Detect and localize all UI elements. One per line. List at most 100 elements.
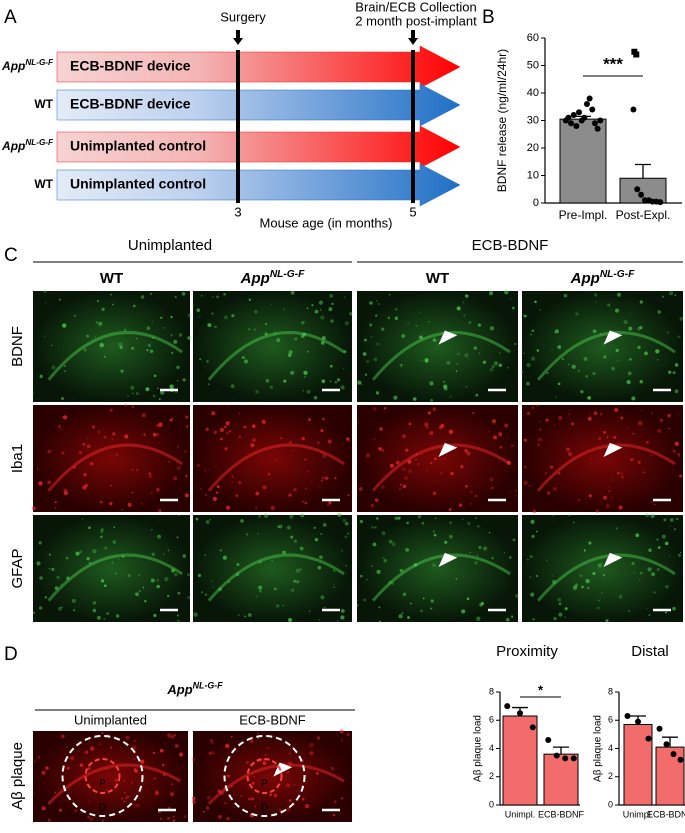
speckle: [293, 579, 297, 583]
speckle: [134, 740, 136, 742]
speckle: [644, 513, 650, 518]
speckle: [146, 349, 149, 352]
tissue-arc: [47, 553, 183, 602]
speckle: [329, 380, 332, 383]
y-tick-label: 0: [533, 197, 539, 209]
speckle: [132, 392, 134, 394]
speckle: [446, 360, 451, 365]
speckle: [73, 466, 76, 469]
speckle: [126, 795, 130, 799]
speckle: [334, 800, 337, 804]
speckle: [592, 572, 596, 576]
x-tick-label: Post-Expl.: [616, 208, 671, 222]
speckle: [293, 487, 297, 492]
speckle: [374, 498, 379, 503]
speckle: [676, 517, 679, 521]
genotype: WT: [34, 177, 53, 191]
speckle: [103, 617, 106, 621]
speckle: [226, 432, 229, 435]
speckle: [339, 729, 344, 734]
speckle: [257, 532, 259, 535]
speckle: [478, 546, 482, 549]
chart-title: Proximity: [496, 643, 558, 660]
speckle: [61, 397, 65, 401]
speckle: [215, 465, 217, 467]
speckle: [156, 424, 160, 428]
speckle: [398, 488, 402, 491]
speckle: [539, 428, 542, 431]
speckle: [270, 505, 275, 511]
speckle: [33, 760, 36, 763]
micrograph: [522, 404, 683, 514]
speckle: [158, 509, 162, 513]
speckle: [173, 572, 178, 577]
speckle: [614, 408, 619, 412]
speckle: [313, 396, 318, 400]
speckle: [174, 744, 179, 748]
speckle: [210, 751, 215, 756]
speckle: [87, 815, 90, 819]
speckle: [179, 752, 184, 757]
speckle: [290, 588, 295, 592]
speckle: [205, 427, 209, 431]
y-tick-label: 30: [527, 114, 539, 126]
speckle: [247, 613, 252, 617]
speckle: [638, 579, 641, 581]
speckle: [95, 321, 98, 324]
speckle: [387, 316, 391, 320]
speckle: [38, 606, 43, 610]
speckle: [365, 453, 371, 458]
speckle: [36, 561, 41, 566]
speckle: [191, 304, 195, 307]
data-point: [657, 199, 664, 206]
speckle: [440, 472, 443, 474]
data-point: [638, 191, 645, 198]
significance: ***: [603, 54, 623, 73]
speckle: [535, 574, 538, 578]
speckle: [515, 594, 519, 598]
speckle: [432, 338, 437, 342]
speckle: [621, 476, 624, 479]
speckle: [602, 573, 606, 577]
speckle: [262, 485, 267, 490]
speckle: [322, 417, 325, 421]
speckle: [144, 600, 147, 603]
speckle: [362, 352, 367, 356]
speckle: [200, 295, 203, 297]
speckle: [124, 792, 126, 794]
speckle: [78, 450, 83, 455]
speckle: [82, 442, 86, 446]
speckle: [531, 534, 535, 538]
speckle: [185, 474, 188, 478]
speckle: [480, 601, 483, 604]
speckle: [193, 612, 198, 617]
speckle: [566, 447, 570, 452]
speckle: [564, 607, 568, 611]
speckle: [286, 807, 291, 812]
speckle: [375, 391, 380, 395]
speckle: [133, 757, 136, 760]
speckle: [276, 338, 281, 343]
speckle: [84, 750, 89, 755]
speckle: [552, 515, 554, 517]
x-tick-label: ECB-BDNF: [538, 809, 585, 819]
speckle: [37, 755, 41, 759]
speckle: [73, 314, 76, 317]
speckle: [571, 364, 576, 369]
speckle: [455, 578, 458, 580]
data-point: [589, 106, 596, 113]
speckle: [253, 328, 257, 331]
speckle: [115, 453, 119, 457]
speckle: [545, 559, 548, 562]
speckle: [597, 436, 602, 441]
significance: *: [538, 682, 544, 697]
speckle: [615, 527, 618, 530]
panel-label: A: [4, 7, 17, 28]
speckle: [422, 597, 425, 600]
speckle: [303, 375, 306, 378]
speckle: [172, 476, 178, 481]
speckle: [358, 487, 363, 491]
speckle: [307, 350, 310, 353]
y-tick-label: 0: [489, 799, 494, 809]
micrograph: [31, 403, 190, 513]
